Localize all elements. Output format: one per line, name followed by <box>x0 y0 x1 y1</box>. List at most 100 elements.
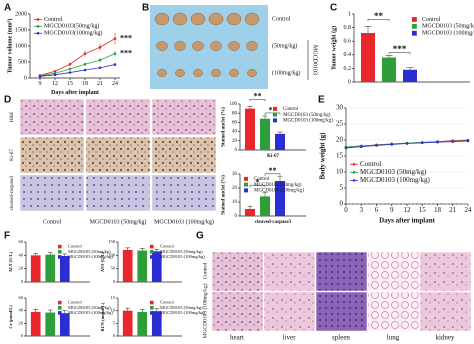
tumor <box>156 41 168 51</box>
legend-label: Control <box>283 107 299 112</box>
bar <box>122 310 133 336</box>
y-tick-label: 25 <box>336 120 344 128</box>
x-axis-label: cleaved-caspase3 <box>255 220 292 225</box>
legend-swatch <box>58 305 62 310</box>
histology-image <box>19 174 85 212</box>
organ-image <box>211 251 264 292</box>
y-tick-label: 0 <box>235 148 238 153</box>
legend-swatch <box>352 179 356 182</box>
legend-swatch <box>58 244 62 249</box>
tumor <box>193 68 203 78</box>
legend-swatch <box>150 249 154 254</box>
y-tick-label: 40 <box>19 252 24 257</box>
legend-swatch <box>412 17 417 22</box>
bracket <box>249 184 266 188</box>
legend-swatch <box>150 244 154 249</box>
legend-label: Control <box>68 300 83 305</box>
bar <box>122 250 133 282</box>
x-tick-label: 21 <box>449 206 457 214</box>
data-point <box>375 144 378 147</box>
bracket <box>388 52 411 55</box>
data-point <box>420 141 424 145</box>
bar <box>260 118 270 150</box>
y-tick-label: 0.4 <box>344 52 352 58</box>
x-tick-label: 18 <box>434 206 442 214</box>
tumor <box>228 41 240 51</box>
histology-image <box>85 174 151 212</box>
y-axis-label: Stained nuclei (%) <box>222 107 227 147</box>
y-tick-label: 40 <box>232 130 238 135</box>
y-tick-label: 100 <box>108 252 116 257</box>
legend-swatch <box>58 249 62 254</box>
y-tick-label: 80 <box>232 111 238 116</box>
y-tick-label: 5 <box>340 184 344 192</box>
panel-letter: A <box>4 3 11 14</box>
y-tick-label: 0.2 <box>344 66 352 72</box>
histology-image <box>151 98 217 136</box>
legend-label: Control <box>68 244 83 249</box>
significance: * <box>256 178 260 187</box>
panel-letter: C <box>330 3 337 14</box>
legend-swatch <box>352 162 356 166</box>
organ-image <box>315 291 368 332</box>
tumor <box>208 12 224 26</box>
legend-swatch <box>36 25 40 28</box>
legend-label: Control <box>44 17 63 23</box>
legend-label: MGCD0103 (50mg/kg) <box>360 168 427 176</box>
bracket <box>367 18 390 22</box>
bracket <box>264 112 281 115</box>
y-tick-label: 50 <box>111 266 116 271</box>
column-label: spleen <box>332 334 350 342</box>
histology-image <box>85 136 151 174</box>
bar <box>137 311 148 336</box>
tumor <box>247 68 257 78</box>
x-tick-label: 9 <box>39 81 42 87</box>
legend-swatch <box>412 23 417 29</box>
x-axis-label: Days after implant <box>51 90 99 96</box>
data-point <box>113 63 117 66</box>
legend-label: Control <box>160 300 175 305</box>
data-point <box>390 143 394 146</box>
y-tick-label: 5 <box>113 320 116 325</box>
column-label: MGCD0103 (100mg/kg) <box>154 218 214 225</box>
data-point <box>113 52 117 55</box>
x-tick-label: 15 <box>67 81 73 87</box>
y-tick-label: 0 <box>340 200 344 208</box>
data-point <box>83 52 87 55</box>
tumor <box>175 68 185 78</box>
y-axis-label: AST (U/L) <box>100 251 105 272</box>
legend-swatch <box>244 188 248 193</box>
legend-swatch <box>150 311 154 315</box>
organ-image <box>263 291 316 332</box>
data-point <box>113 37 117 40</box>
bar <box>403 69 417 82</box>
tumor <box>229 68 239 78</box>
row-label: H&E <box>10 112 15 123</box>
y-tick-label: 10 <box>232 200 238 205</box>
y-tick-label: 2000 <box>15 11 27 17</box>
bar <box>45 312 56 336</box>
legend-swatch <box>58 311 62 315</box>
organ-image <box>263 251 316 292</box>
x-axis-label: Ki-67 <box>267 154 279 159</box>
panel-letter: B <box>142 3 149 14</box>
legend-label: Control <box>360 160 381 168</box>
y-tick-label: 20 <box>19 320 24 325</box>
y-axis-label: Tumor weight (g) <box>331 26 338 70</box>
y-tick-label: 0 <box>21 279 24 284</box>
data-point <box>98 58 102 62</box>
bar <box>275 133 285 150</box>
x-tick-label: 24 <box>112 81 118 87</box>
histology-image <box>19 98 85 136</box>
legend-swatch <box>150 300 154 305</box>
y-tick-label: 0 <box>348 79 351 85</box>
bar <box>260 196 270 216</box>
legend-swatch <box>36 18 40 21</box>
y-axis-label: Tumor volume (mm³) <box>7 19 14 74</box>
organ-image <box>211 291 264 332</box>
bar <box>361 33 375 82</box>
tumor <box>246 41 258 51</box>
tumor <box>174 41 186 51</box>
bar <box>275 181 285 216</box>
y-tick-label: 20 <box>336 136 344 144</box>
